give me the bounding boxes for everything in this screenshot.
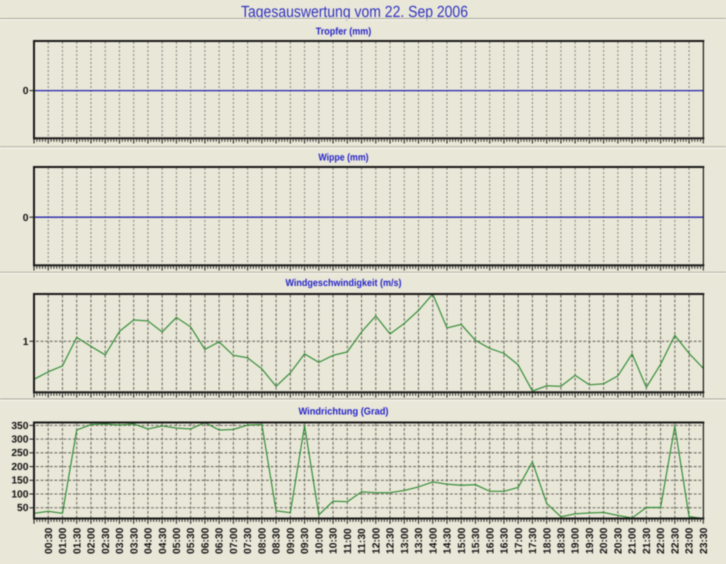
svg-text:0: 0 <box>23 213 29 224</box>
svg-text:Wippe (mm): Wippe (mm) <box>318 152 368 163</box>
svg-text:20:00: 20:00 <box>599 527 610 554</box>
svg-text:14:00: 14:00 <box>428 527 439 554</box>
svg-text:04:00: 04:00 <box>144 527 155 554</box>
svg-text:150: 150 <box>11 476 28 487</box>
svg-text:15:00: 15:00 <box>457 527 468 554</box>
svg-text:02:30: 02:30 <box>101 527 112 554</box>
svg-text:Tagesauswertung vom 22. Sep 20: Tagesauswertung vom 22. Sep 2006 <box>241 3 468 21</box>
svg-text:05:30: 05:30 <box>186 527 197 554</box>
svg-text:01:30: 01:30 <box>72 527 83 554</box>
svg-text:Tropfer (mm): Tropfer (mm) <box>316 26 372 37</box>
svg-text:21:00: 21:00 <box>628 527 639 554</box>
svg-text:11:30: 11:30 <box>357 528 368 554</box>
svg-text:20:30: 20:30 <box>613 527 624 554</box>
svg-text:200: 200 <box>11 462 28 473</box>
svg-text:16:00: 16:00 <box>485 527 496 554</box>
svg-text:09:00: 09:00 <box>286 527 297 554</box>
svg-text:08:00: 08:00 <box>257 527 268 554</box>
svg-text:22:30: 22:30 <box>670 527 681 554</box>
svg-text:13:00: 13:00 <box>400 527 411 554</box>
svg-text:03:00: 03:00 <box>115 527 126 554</box>
svg-text:21:30: 21:30 <box>642 527 653 554</box>
svg-text:19:30: 19:30 <box>585 527 596 554</box>
svg-text:Windrichtung (Grad): Windrichtung (Grad) <box>299 406 389 417</box>
svg-text:15:30: 15:30 <box>471 527 482 554</box>
svg-text:0: 0 <box>23 86 29 97</box>
svg-text:50: 50 <box>17 503 29 514</box>
svg-text:09:30: 09:30 <box>300 527 311 554</box>
svg-text:10:00: 10:00 <box>314 527 325 554</box>
svg-text:23:00: 23:00 <box>685 527 696 554</box>
svg-text:250: 250 <box>11 448 28 459</box>
svg-text:12:30: 12:30 <box>386 527 397 554</box>
svg-text:06:30: 06:30 <box>215 527 226 554</box>
svg-text:18:00: 18:00 <box>542 527 553 554</box>
svg-text:300: 300 <box>11 435 28 446</box>
svg-text:03:30: 03:30 <box>129 527 140 554</box>
svg-text:07:30: 07:30 <box>243 527 254 554</box>
svg-text:350: 350 <box>11 421 28 432</box>
svg-text:19:00: 19:00 <box>571 527 582 554</box>
svg-text:01:00: 01:00 <box>58 527 69 554</box>
svg-text:08:30: 08:30 <box>272 527 283 554</box>
svg-text:06:00: 06:00 <box>200 527 211 554</box>
svg-text:23:30: 23:30 <box>699 527 710 554</box>
svg-text:11:00: 11:00 <box>343 528 354 554</box>
svg-text:1: 1 <box>23 337 29 348</box>
svg-text:14:30: 14:30 <box>443 527 454 554</box>
svg-text:22:00: 22:00 <box>656 527 667 554</box>
svg-text:17:00: 17:00 <box>514 527 525 554</box>
svg-text:13:30: 13:30 <box>414 527 425 554</box>
svg-text:16:30: 16:30 <box>500 527 511 554</box>
svg-text:100: 100 <box>11 489 28 500</box>
svg-text:02:00: 02:00 <box>87 527 98 554</box>
svg-text:10:30: 10:30 <box>329 527 340 554</box>
svg-text:12:00: 12:00 <box>371 527 382 554</box>
svg-text:17:30: 17:30 <box>528 527 539 554</box>
svg-text:04:30: 04:30 <box>158 527 169 554</box>
svg-text:07:00: 07:00 <box>229 527 240 554</box>
svg-text:00:30: 00:30 <box>44 527 55 554</box>
svg-text:05:00: 05:00 <box>172 527 183 554</box>
svg-text:Windgeschwindigkeit (m/s): Windgeschwindigkeit (m/s) <box>286 278 402 289</box>
svg-text:18:30: 18:30 <box>557 527 568 554</box>
